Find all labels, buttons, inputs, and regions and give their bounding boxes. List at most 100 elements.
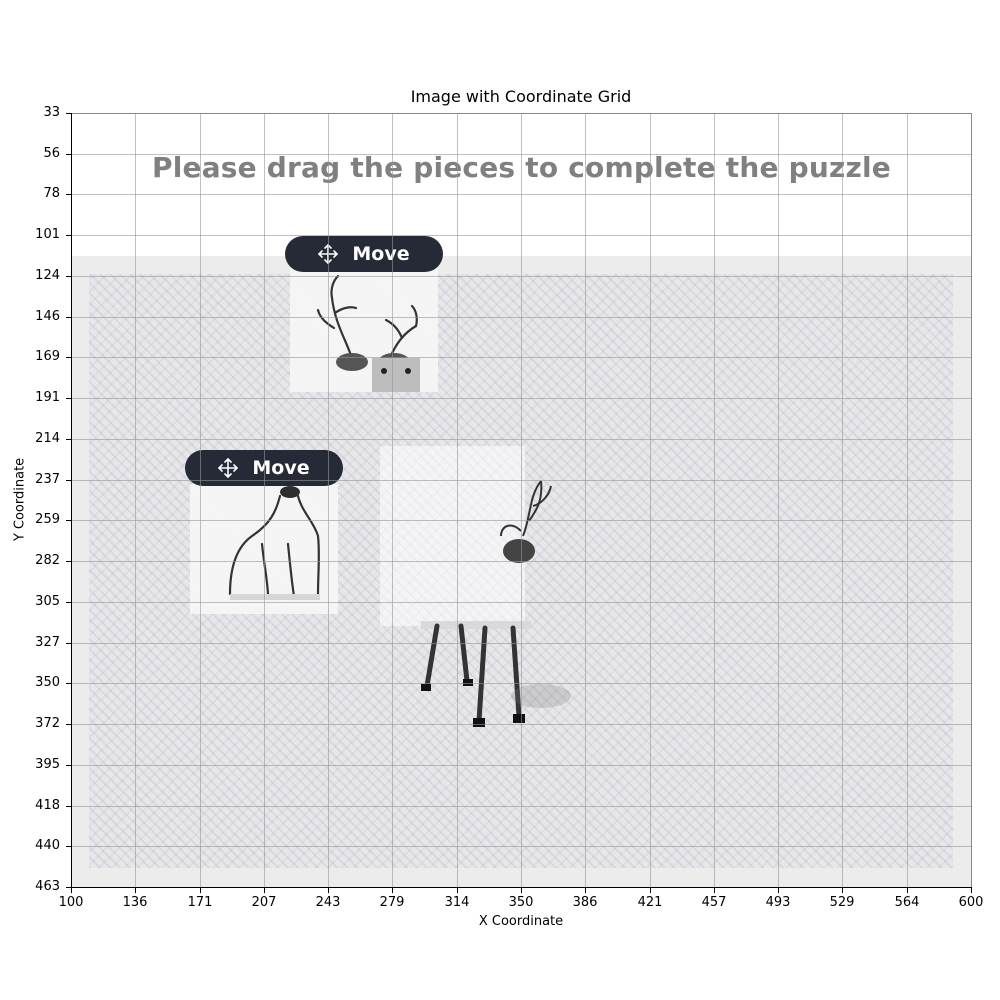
x-tick-mark xyxy=(392,888,393,893)
y-tick-label: 350 xyxy=(35,675,60,690)
grid-line-horizontal xyxy=(71,846,972,847)
y-axis-title: Y Coordinate xyxy=(12,457,28,542)
move-button-piece-1[interactable]: Move xyxy=(285,236,443,272)
grid-line-horizontal xyxy=(71,765,972,766)
y-tick-label: 56 xyxy=(43,146,60,161)
y-tick-mark xyxy=(66,765,71,766)
grid-line-horizontal xyxy=(71,561,972,562)
x-tick-mark xyxy=(907,888,908,893)
grid-line-vertical xyxy=(135,113,136,888)
x-tick-label: 493 xyxy=(765,895,791,910)
x-tick-mark xyxy=(71,888,72,893)
grid-line-horizontal xyxy=(71,520,972,521)
grid-line-horizontal xyxy=(71,276,972,277)
x-tick-mark xyxy=(264,888,265,893)
y-tick-mark xyxy=(66,357,71,358)
y-tick-mark xyxy=(66,398,71,399)
grid-line-vertical xyxy=(264,113,265,888)
grid-line-horizontal xyxy=(71,643,972,644)
y-tick-mark xyxy=(66,561,71,562)
grid-line-vertical xyxy=(521,113,522,888)
grid-line-horizontal xyxy=(71,724,972,725)
y-tick-label: 282 xyxy=(35,553,60,568)
y-tick-label: 146 xyxy=(35,309,60,324)
x-tick-label: 457 xyxy=(701,895,727,910)
x-tick-mark xyxy=(328,888,329,893)
x-tick-mark xyxy=(585,888,586,893)
y-tick-label: 305 xyxy=(35,594,60,609)
grid-line-vertical xyxy=(328,113,329,888)
x-tick-mark xyxy=(714,888,715,893)
grid-line-vertical xyxy=(392,113,393,888)
x-tick-label: 207 xyxy=(251,895,277,910)
y-tick-label: 169 xyxy=(35,349,60,364)
x-tick-label: 314 xyxy=(444,895,470,910)
y-tick-label: 191 xyxy=(35,390,60,405)
plot-frame xyxy=(71,113,972,888)
y-tick-label: 214 xyxy=(35,431,60,446)
grid-line-horizontal xyxy=(71,317,972,318)
x-tick-label: 564 xyxy=(894,895,920,910)
grid-line-vertical xyxy=(457,113,458,888)
x-tick-mark xyxy=(457,888,458,893)
y-tick-mark xyxy=(66,194,71,195)
plot-frame-top xyxy=(71,113,972,114)
move-button-label: Move xyxy=(352,243,410,265)
x-tick-label: 421 xyxy=(637,895,663,910)
grid-line-horizontal xyxy=(71,480,972,481)
x-tick-mark xyxy=(521,888,522,893)
x-tick-label: 136 xyxy=(122,895,148,910)
grid-line-vertical xyxy=(585,113,586,888)
x-tick-label: 100 xyxy=(58,895,84,910)
y-tick-mark xyxy=(66,806,71,807)
y-tick-label: 418 xyxy=(35,798,60,813)
y-tick-mark xyxy=(66,480,71,481)
grid-line-horizontal xyxy=(71,806,972,807)
x-tick-label: 529 xyxy=(829,895,855,910)
x-tick-label: 279 xyxy=(379,895,405,910)
y-tick-mark xyxy=(66,724,71,725)
y-tick-label: 395 xyxy=(35,757,60,772)
y-tick-label: 327 xyxy=(35,635,60,650)
x-tick-mark xyxy=(650,888,651,893)
deer-body-image xyxy=(228,486,320,600)
grid-line-vertical xyxy=(778,113,779,888)
figure-title: Image with Coordinate Grid xyxy=(410,87,632,106)
y-tick-mark xyxy=(66,113,71,114)
x-tick-label: 600 xyxy=(958,895,984,910)
grid-line-horizontal xyxy=(71,683,972,684)
y-tick-label: 124 xyxy=(35,268,60,283)
x-tick-mark xyxy=(778,888,779,893)
x-axis-title: X Coordinate xyxy=(478,914,564,929)
grid-line-horizontal xyxy=(71,194,972,195)
grid-line-horizontal xyxy=(71,602,972,603)
y-tick-label: 440 xyxy=(35,838,60,853)
y-tick-label: 259 xyxy=(35,512,60,527)
y-tick-label: 78 xyxy=(43,186,60,201)
y-tick-mark xyxy=(66,846,71,847)
y-tick-label: 237 xyxy=(35,472,60,487)
y-tick-label: 33 xyxy=(43,105,60,120)
y-tick-mark xyxy=(66,317,71,318)
x-tick-label: 386 xyxy=(572,895,598,910)
y-tick-mark xyxy=(66,643,71,644)
y-tick-mark xyxy=(66,235,71,236)
grid-line-horizontal xyxy=(71,154,972,155)
x-tick-mark xyxy=(135,888,136,893)
x-tick-label: 350 xyxy=(508,895,534,910)
move-arrows-icon xyxy=(218,458,239,478)
grid-line-vertical xyxy=(650,113,651,888)
y-tick-mark xyxy=(66,683,71,684)
grid-line-horizontal xyxy=(71,357,972,358)
plot-frame-right xyxy=(971,113,972,888)
grid-line-vertical xyxy=(907,113,908,888)
x-tick-mark xyxy=(842,888,843,893)
y-tick-mark xyxy=(66,887,71,888)
grid-line-horizontal xyxy=(71,398,972,399)
x-tick-label: 171 xyxy=(187,895,213,910)
grid-line-horizontal xyxy=(71,235,972,236)
grid-line-vertical xyxy=(200,113,201,888)
y-tick-mark xyxy=(66,154,71,155)
y-tick-label: 463 xyxy=(35,879,60,894)
y-tick-label: 372 xyxy=(35,716,60,731)
